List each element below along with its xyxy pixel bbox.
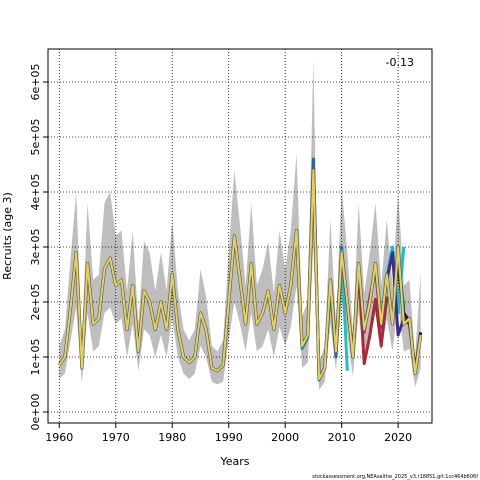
gridlines [48,49,432,423]
x-tick-label: 1990 [215,431,243,444]
x-tick-label: 2010 [328,431,356,444]
y-tick-label: 6e+05 [29,64,42,101]
y-tick-label: 1e+05 [29,339,42,376]
y-tick-label: 0e+00 [29,394,42,431]
y-axis: 0e+00 1e+05 2e+05 3e+05 4e+05 5e+05 6e+05 [29,64,48,431]
plot-frame [47,48,433,424]
y-tick-label: 5e+05 [29,119,42,156]
x-axis: 1960 1970 1980 1990 2000 2010 2020 [45,423,412,444]
retro-series-line [357,266,389,366]
y-tick-label: 4e+05 [29,174,42,211]
x-tick-label: 1960 [45,431,73,444]
correlation-annotation: -0.13 [386,56,414,69]
x-tick-label: 2000 [271,431,299,444]
y-tick-label: 3e+05 [29,229,42,266]
x-tick-label: 1970 [102,431,130,444]
x-axis-label: Years [219,455,249,468]
footer-source: stockassessment.org,NEAsalthe_2025_v3,r1… [312,474,478,480]
x-tick-label: 2020 [384,431,412,444]
y-axis-label: Recruits (age 3) [1,192,14,280]
x-tick-label: 1980 [158,431,186,444]
y-tick-label: 2e+05 [29,284,42,321]
main-line-layer [57,168,423,381]
estimate-line [58,169,422,380]
